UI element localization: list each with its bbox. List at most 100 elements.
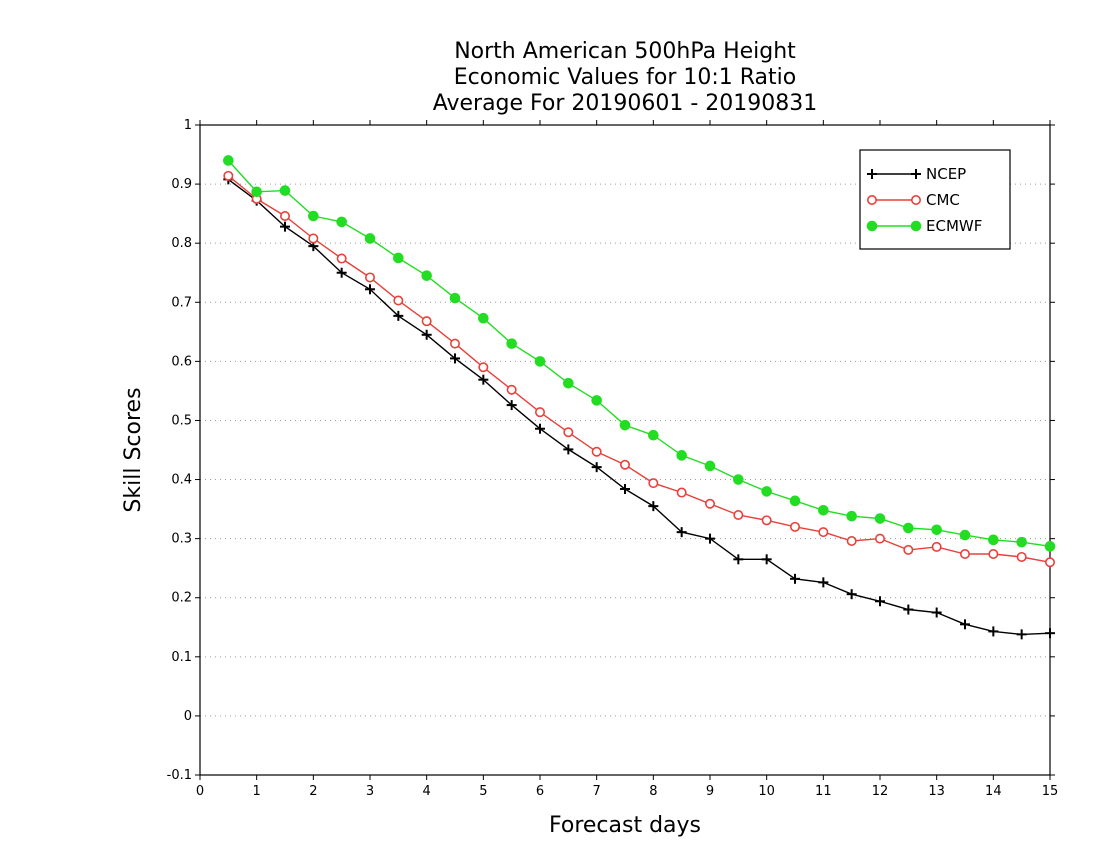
data-point-ncep [790, 573, 800, 584]
data-point-ecmwf [988, 534, 999, 546]
data-point-cmc [449, 338, 460, 349]
data-point-ecmwf [931, 524, 942, 536]
data-point-cmc [818, 527, 829, 538]
data-point-ncep [620, 484, 630, 494]
y-tick-label: 0.2 [171, 591, 192, 606]
data-point-ecmwf [421, 270, 432, 281]
data-point-ecmwf [903, 522, 914, 534]
data-point-ncep [903, 604, 914, 615]
data-point-ecmwf [251, 186, 262, 198]
data-point-cmc [223, 170, 234, 181]
legend-label: NCEP [926, 165, 966, 183]
data-point-cmc [704, 498, 715, 509]
data-point-ncep [705, 533, 715, 544]
data-point-ecmwf [959, 529, 971, 541]
data-point-cmc [846, 535, 857, 546]
y-tick-label: 1 [184, 118, 192, 133]
y-tick-label: 0.8 [171, 236, 192, 251]
data-point-ncep [393, 310, 404, 321]
title-line-2: Economic Values for 10:1 Ratio [454, 65, 796, 90]
legend-item-ecmwf: ECMWF [866, 217, 982, 235]
x-tick-label: 8 [649, 784, 657, 799]
data-point-ecmwf [563, 377, 574, 389]
data-point-ncep [591, 462, 602, 473]
data-point-cmc [789, 521, 800, 532]
data-point-ncep [421, 329, 432, 340]
data-point-ncep [931, 607, 942, 618]
data-point-cmc [421, 316, 432, 327]
data-point-ecmwf [846, 510, 857, 522]
data-point-ecmwf [506, 338, 517, 349]
data-point-cmc [761, 515, 772, 526]
data-point-cmc [903, 544, 914, 555]
data-point-cmc [931, 541, 942, 552]
data-point-cmc [506, 384, 517, 395]
data-point-ncep [1045, 628, 1055, 639]
data-point-cmc [676, 487, 687, 498]
data-point-ecmwf [648, 429, 659, 441]
legend-item-cmc: CMC [866, 191, 960, 209]
x-tick-label: 15 [1042, 784, 1059, 799]
data-point-ecmwf [789, 495, 801, 507]
data-point-ncep [365, 284, 375, 295]
data-point-ncep [563, 444, 574, 455]
y-tick-label: 0.1 [171, 650, 192, 665]
data-point-cmc [534, 407, 545, 418]
data-point-cmc [478, 362, 489, 373]
data-point-ncep [988, 626, 999, 637]
x-tick-label: 10 [758, 784, 775, 799]
x-tick-label: 7 [593, 784, 601, 799]
series-ncep [223, 174, 1055, 640]
data-point-cmc [648, 478, 659, 489]
data-point-ncep [535, 423, 545, 434]
y-tick-label: 0.6 [171, 354, 192, 369]
data-point-cmc [563, 427, 574, 438]
x-tick-label: 0 [196, 784, 204, 799]
data-point-cmc [988, 548, 999, 559]
data-point-ecmwf [478, 312, 489, 324]
series-ecmwf [223, 155, 1056, 552]
data-point-ncep [733, 554, 744, 565]
data-point-ncep [450, 353, 460, 364]
legend-marker [911, 169, 921, 179]
data-point-cmc [874, 533, 885, 544]
data-point-ncep [960, 619, 970, 630]
data-point-cmc [364, 272, 375, 283]
y-tick-label: 0.9 [171, 177, 192, 192]
data-point-ncep [506, 400, 517, 411]
series-cmc [223, 170, 1056, 568]
legend-label: CMC [926, 191, 960, 209]
x-tick-label: 13 [928, 784, 945, 799]
title-line-1: North American 500hPa Height [454, 39, 796, 64]
y-tick-label: 0.5 [171, 413, 192, 428]
data-point-ecmwf [704, 460, 716, 472]
data-point-ncep [818, 577, 829, 588]
data-point-cmc [336, 253, 347, 264]
data-point-ecmwf [336, 216, 347, 228]
data-point-ecmwf [393, 252, 404, 264]
data-point-ecmwf [279, 185, 291, 196]
data-point-ncep [280, 221, 290, 232]
data-point-ncep [1016, 629, 1027, 640]
y-tick-label: -0.1 [167, 768, 192, 783]
y-axis-label: Skill Scores [121, 387, 146, 512]
data-point-ecmwf [818, 504, 829, 516]
data-point-cmc [393, 295, 404, 306]
data-point-ncep [478, 374, 489, 385]
x-tick-label: 3 [366, 784, 374, 799]
x-tick-label: 6 [536, 784, 544, 799]
data-point-ecmwf [223, 155, 234, 166]
legend-marker [867, 169, 877, 179]
data-point-cmc [591, 446, 602, 457]
y-tick-label: 0.7 [171, 295, 192, 310]
legend-marker [866, 220, 878, 232]
legend-marker [910, 220, 922, 232]
data-point-ncep [336, 267, 347, 278]
grid [200, 183, 1050, 717]
data-point-ecmwf [449, 292, 461, 304]
legend: NCEP CMC ECMWF [859, 149, 1011, 250]
data-point-ncep [846, 589, 857, 600]
data-point-ecmwf [761, 486, 772, 497]
x-tick-label: 12 [872, 784, 889, 799]
